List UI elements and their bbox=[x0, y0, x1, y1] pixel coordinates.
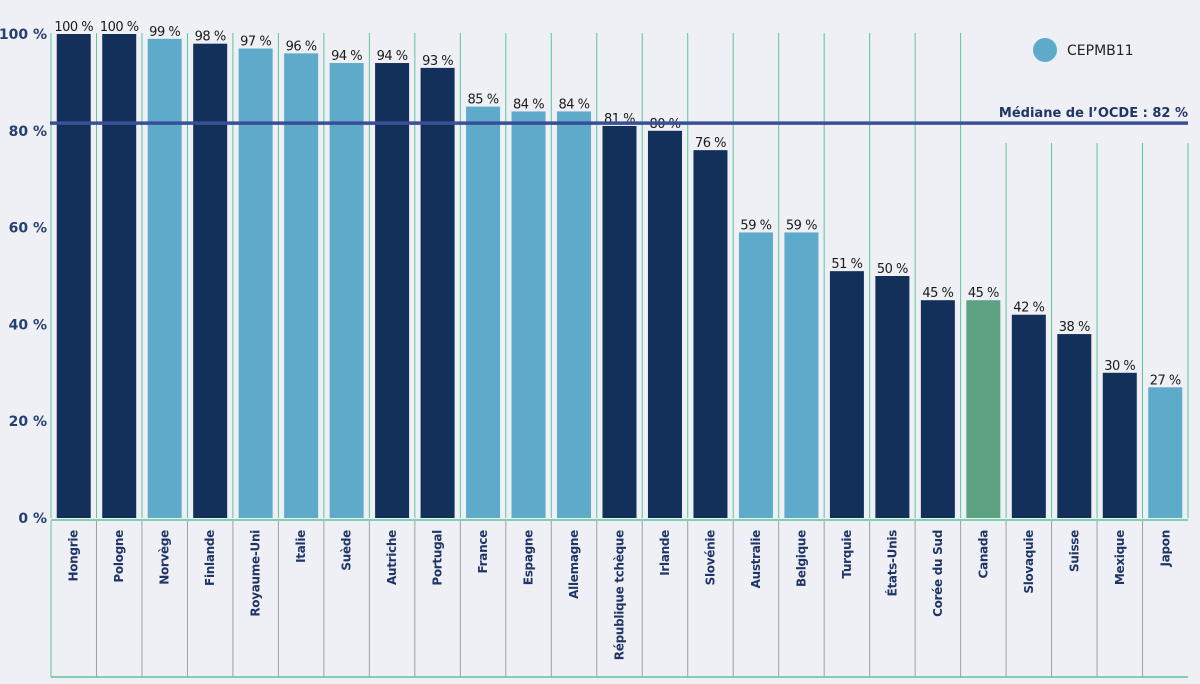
value-label: 45 % bbox=[922, 286, 953, 301]
bar-6 bbox=[329, 63, 364, 518]
value-label: 38 % bbox=[1059, 320, 1090, 335]
bar-5 bbox=[284, 53, 319, 519]
bar-23 bbox=[1102, 372, 1137, 518]
value-label: 94 % bbox=[377, 49, 408, 64]
bar-15 bbox=[738, 232, 773, 518]
bar-13 bbox=[647, 130, 682, 519]
bar-2 bbox=[147, 38, 182, 519]
y-tick-label: 40 % bbox=[9, 317, 47, 333]
bar-24 bbox=[1148, 387, 1183, 518]
legend-swatch-cepmb11 bbox=[1033, 38, 1057, 62]
y-tick-label: 100 % bbox=[0, 27, 47, 43]
bar-12 bbox=[602, 125, 637, 519]
value-label: 59 % bbox=[786, 218, 817, 233]
category-label: Espagne bbox=[522, 530, 536, 585]
bar-7 bbox=[375, 63, 410, 518]
value-label: 98 % bbox=[195, 30, 226, 45]
bar-3 bbox=[193, 43, 228, 519]
bar-19 bbox=[920, 300, 955, 518]
y-tick-label: 80 % bbox=[9, 124, 47, 140]
value-label: 100 % bbox=[100, 20, 139, 35]
value-label: 99 % bbox=[149, 25, 180, 40]
category-label: Slovénie bbox=[703, 530, 717, 586]
category-label: Turquie bbox=[840, 530, 854, 579]
y-tick-label: 20 % bbox=[9, 414, 47, 430]
category-label: Japon bbox=[1158, 530, 1172, 567]
bar-21 bbox=[1011, 314, 1046, 518]
category-label: Royaume-Uni bbox=[249, 530, 263, 617]
value-label: 85 % bbox=[468, 93, 499, 108]
value-label: 96 % bbox=[286, 39, 317, 54]
bar-14 bbox=[693, 150, 728, 518]
bar-4 bbox=[238, 48, 273, 519]
value-label: 97 % bbox=[240, 35, 271, 50]
category-label: Hongrie bbox=[67, 530, 81, 582]
value-label: 51 % bbox=[831, 257, 862, 272]
median-label: Médiane de l’OCDE : 82 % bbox=[999, 106, 1188, 121]
value-label: 45 % bbox=[968, 286, 999, 301]
bar-11 bbox=[557, 111, 592, 518]
category-label: Finlande bbox=[203, 530, 217, 586]
category-label: Mexique bbox=[1113, 530, 1127, 585]
value-label: 100 % bbox=[54, 20, 93, 35]
bar-10 bbox=[511, 111, 546, 518]
value-label: 42 % bbox=[1013, 301, 1044, 316]
category-label: Suisse bbox=[1067, 530, 1081, 572]
value-label: 76 % bbox=[695, 136, 726, 151]
legend: CEPMB11 bbox=[1033, 38, 1134, 62]
bar-16 bbox=[784, 232, 819, 518]
category-label: États-Unis bbox=[884, 530, 899, 597]
value-label: 84 % bbox=[513, 97, 544, 112]
category-label: Irlande bbox=[658, 530, 672, 576]
bar-0 bbox=[56, 34, 91, 518]
category-label: Canada bbox=[976, 530, 990, 579]
category-label: Pologne bbox=[112, 530, 126, 583]
category-label: Portugal bbox=[431, 530, 445, 586]
category-label: Belgique bbox=[794, 530, 808, 587]
category-label: Slovaquie bbox=[1022, 530, 1036, 594]
category-label: Norvège bbox=[158, 530, 172, 585]
legend-label-cepmb11: CEPMB11 bbox=[1067, 43, 1134, 59]
value-label: 94 % bbox=[331, 49, 362, 64]
value-label: 27 % bbox=[1150, 373, 1181, 388]
category-label: République tchèque bbox=[613, 530, 627, 660]
value-label: 93 % bbox=[422, 54, 453, 69]
bar-22 bbox=[1057, 334, 1092, 518]
bar-17 bbox=[829, 271, 864, 518]
bar-20 bbox=[966, 300, 1001, 518]
value-label: 84 % bbox=[559, 97, 590, 112]
category-label: Suède bbox=[340, 530, 354, 571]
bar-1 bbox=[102, 34, 137, 518]
category-label: Italie bbox=[294, 530, 308, 563]
y-tick-label: 0 % bbox=[18, 511, 47, 527]
category-label: Corée du Sud bbox=[931, 530, 945, 617]
value-label: 59 % bbox=[740, 218, 771, 233]
bar-18 bbox=[875, 276, 910, 518]
category-label: Allemagne bbox=[567, 530, 581, 599]
bar-9 bbox=[466, 106, 501, 518]
y-tick-label: 60 % bbox=[9, 221, 47, 237]
bar-8 bbox=[420, 67, 455, 518]
category-label: France bbox=[476, 530, 490, 574]
category-label: Australie bbox=[749, 530, 763, 589]
value-label: 50 % bbox=[877, 262, 908, 277]
value-label: 30 % bbox=[1104, 359, 1135, 374]
category-label: Autriche bbox=[385, 530, 399, 585]
